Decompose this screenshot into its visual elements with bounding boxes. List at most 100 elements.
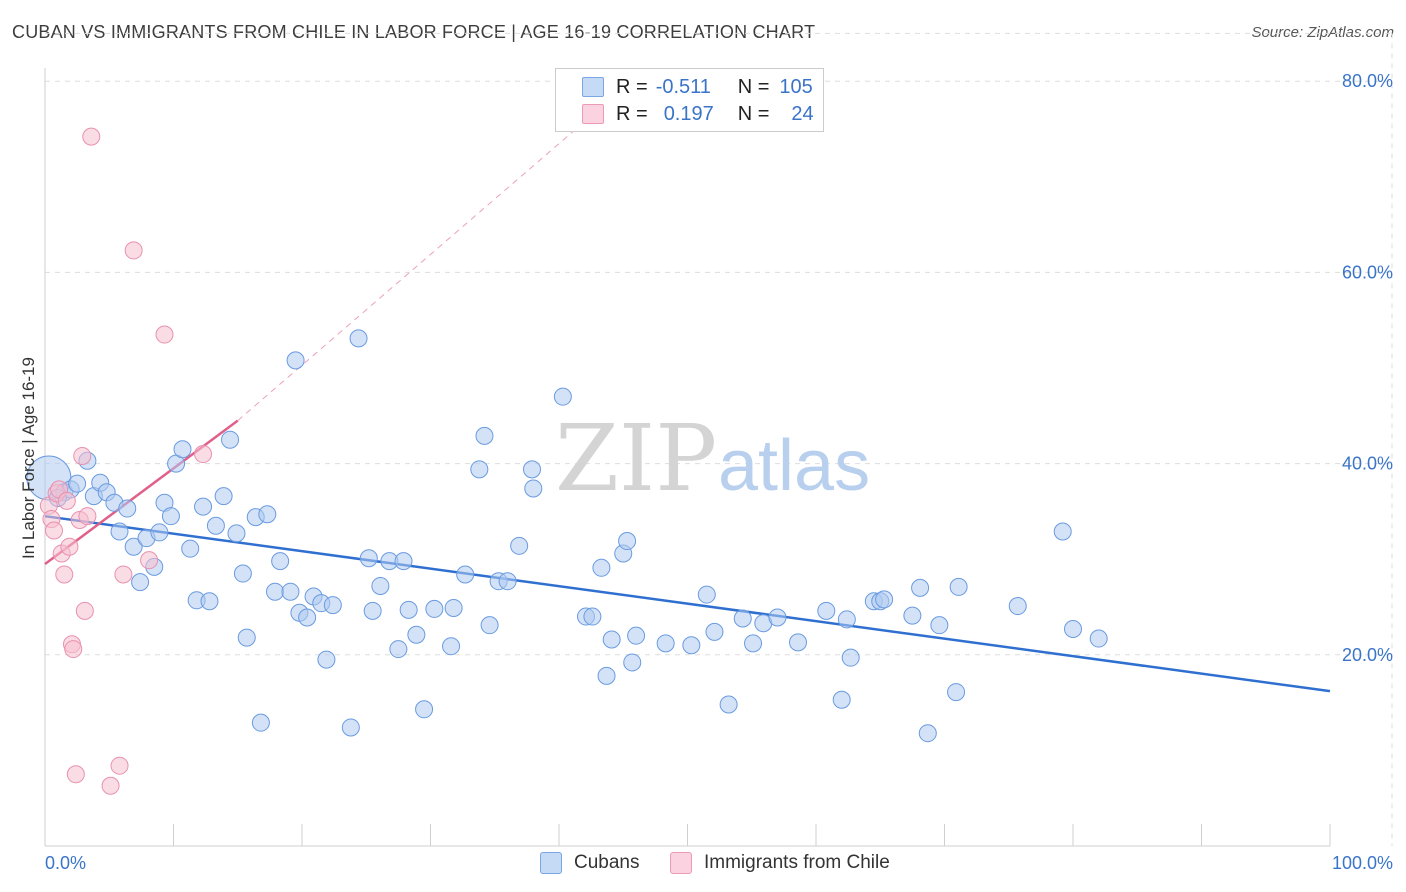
cubans-point: [510, 536, 529, 555]
cubans-point: [592, 558, 611, 577]
cubans-point: [480, 616, 499, 635]
chile-point: [101, 776, 120, 795]
cubans-point: [399, 600, 418, 619]
chile-point: [55, 565, 74, 584]
r-label: R =: [616, 75, 648, 98]
n-value: 105: [779, 75, 813, 98]
legend-item-chile[interactable]: Immigrants from Chile: [670, 852, 890, 874]
cubans-point: [475, 426, 494, 445]
cubans-point: [323, 596, 342, 615]
chile-point: [110, 756, 129, 775]
n-label: N =: [737, 75, 770, 98]
cubans-point: [206, 516, 225, 535]
cubans-point: [656, 634, 675, 653]
cubans-point: [1064, 619, 1082, 638]
chile-point: [44, 521, 63, 540]
cubans-point: [150, 523, 169, 542]
cubans-point: [359, 549, 378, 568]
cubans-point: [349, 329, 368, 348]
n-value: 24: [791, 102, 814, 125]
cubans-point: [237, 628, 256, 647]
chile-point: [73, 446, 92, 465]
cubans-point: [389, 640, 408, 659]
cubans-point: [110, 522, 129, 541]
cubans-point: [341, 718, 360, 737]
cubans-point: [214, 487, 233, 506]
cubans-point: [1089, 629, 1108, 648]
cubans-point: [875, 590, 894, 609]
cubans-point: [597, 666, 616, 685]
cubans-point: [682, 636, 701, 655]
cubans-point: [918, 724, 937, 743]
cubans-point: [623, 653, 642, 672]
cubans-point: [233, 564, 252, 583]
chile-point: [66, 765, 85, 784]
cubans-legend-swatch: [540, 852, 562, 874]
legend-label: Cubans: [574, 852, 640, 873]
cubans-point: [553, 387, 572, 406]
cubans-point: [442, 637, 461, 656]
cubans-point: [266, 582, 285, 601]
cubans-point: [407, 625, 426, 644]
legend-item-cubans[interactable]: Cubans: [540, 852, 640, 874]
cubans-point: [271, 552, 290, 571]
series-legend: Cubans Immigrants from Chile: [0, 852, 1406, 878]
chile-point: [155, 325, 174, 344]
cubans-point: [444, 598, 463, 617]
cubans-point: [705, 622, 724, 641]
cubans-point: [258, 505, 277, 524]
grid-lines: [45, 32, 1393, 846]
cubans-point: [173, 440, 192, 459]
cubans-point: [161, 507, 180, 526]
y-tick-label: 60.0%: [1342, 262, 1393, 282]
cubans-point: [947, 683, 966, 702]
cubans-trend-line: [44, 514, 1331, 693]
x-tick-label: 0.0%: [45, 853, 86, 873]
legend-label: Immigrants from Chile: [704, 852, 890, 873]
r-label: R =: [616, 102, 648, 125]
cubans-point: [744, 634, 763, 653]
watermark: ZIP atlas: [555, 405, 870, 512]
cubans-point: [317, 650, 336, 669]
cubans-swatch: [582, 77, 604, 97]
chile-trend-line: [44, 419, 239, 565]
cubans-point: [456, 565, 475, 584]
cubans-point: [470, 460, 489, 479]
cubans-point: [131, 573, 150, 592]
trend-lines: [44, 71, 1331, 693]
chile-point: [124, 241, 143, 260]
cubans-point: [194, 497, 213, 516]
cubans-point: [498, 572, 517, 591]
r-value: 0.197: [663, 102, 714, 125]
cubans-point: [394, 552, 413, 571]
legend-row-cubans: R = -0.511 N = 105: [582, 75, 813, 99]
cubans-point: [583, 607, 602, 626]
cubans-point: [363, 601, 382, 620]
cubans-point: [1053, 522, 1072, 541]
cubans-point: [789, 633, 808, 652]
y-tick-label: 20.0%: [1342, 645, 1393, 665]
watermark-atlas: atlas: [718, 426, 870, 506]
cubans-point: [949, 577, 968, 596]
cubans-point: [733, 609, 752, 628]
correlation-legend: R = -0.511 N = 105 R = 0.197 N = 24: [555, 68, 824, 132]
cubans-point: [602, 630, 621, 649]
chart-title: CUBAN VS IMMIGRANTS FROM CHILE IN LABOR …: [12, 22, 816, 42]
tick-labels: 20.0% 40.0% 60.0% 80.0% 0.0% 100.0%: [45, 71, 1393, 873]
cubans-point: [221, 430, 240, 449]
watermark-zip: ZIP: [555, 405, 717, 512]
cubans-point: [768, 608, 787, 627]
cubans-point: [841, 648, 860, 667]
cubans-point: [627, 626, 646, 645]
cubans-point: [719, 695, 738, 714]
chile-swatch: [582, 104, 604, 124]
cubans-point: [911, 578, 930, 597]
cubans-point: [524, 479, 543, 498]
chile-point: [114, 565, 133, 584]
cubans-point: [286, 351, 305, 370]
cubans-point: [817, 601, 836, 620]
cubans-point: [930, 616, 949, 635]
cubans-point: [124, 537, 143, 556]
cubans-point: [832, 690, 851, 709]
